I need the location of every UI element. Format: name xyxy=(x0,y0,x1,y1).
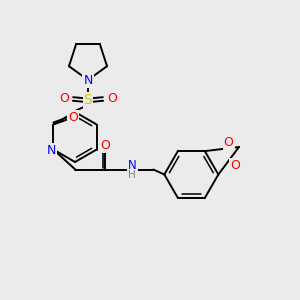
Text: O: O xyxy=(230,159,240,172)
Text: N: N xyxy=(47,144,56,157)
Text: O: O xyxy=(107,92,117,106)
Text: S: S xyxy=(84,93,92,107)
Text: O: O xyxy=(100,139,110,152)
Text: H: H xyxy=(128,169,136,179)
Text: N: N xyxy=(83,74,93,86)
Text: O: O xyxy=(224,136,234,149)
Text: N: N xyxy=(128,159,137,172)
Text: O: O xyxy=(59,92,69,106)
Text: O: O xyxy=(68,111,78,124)
